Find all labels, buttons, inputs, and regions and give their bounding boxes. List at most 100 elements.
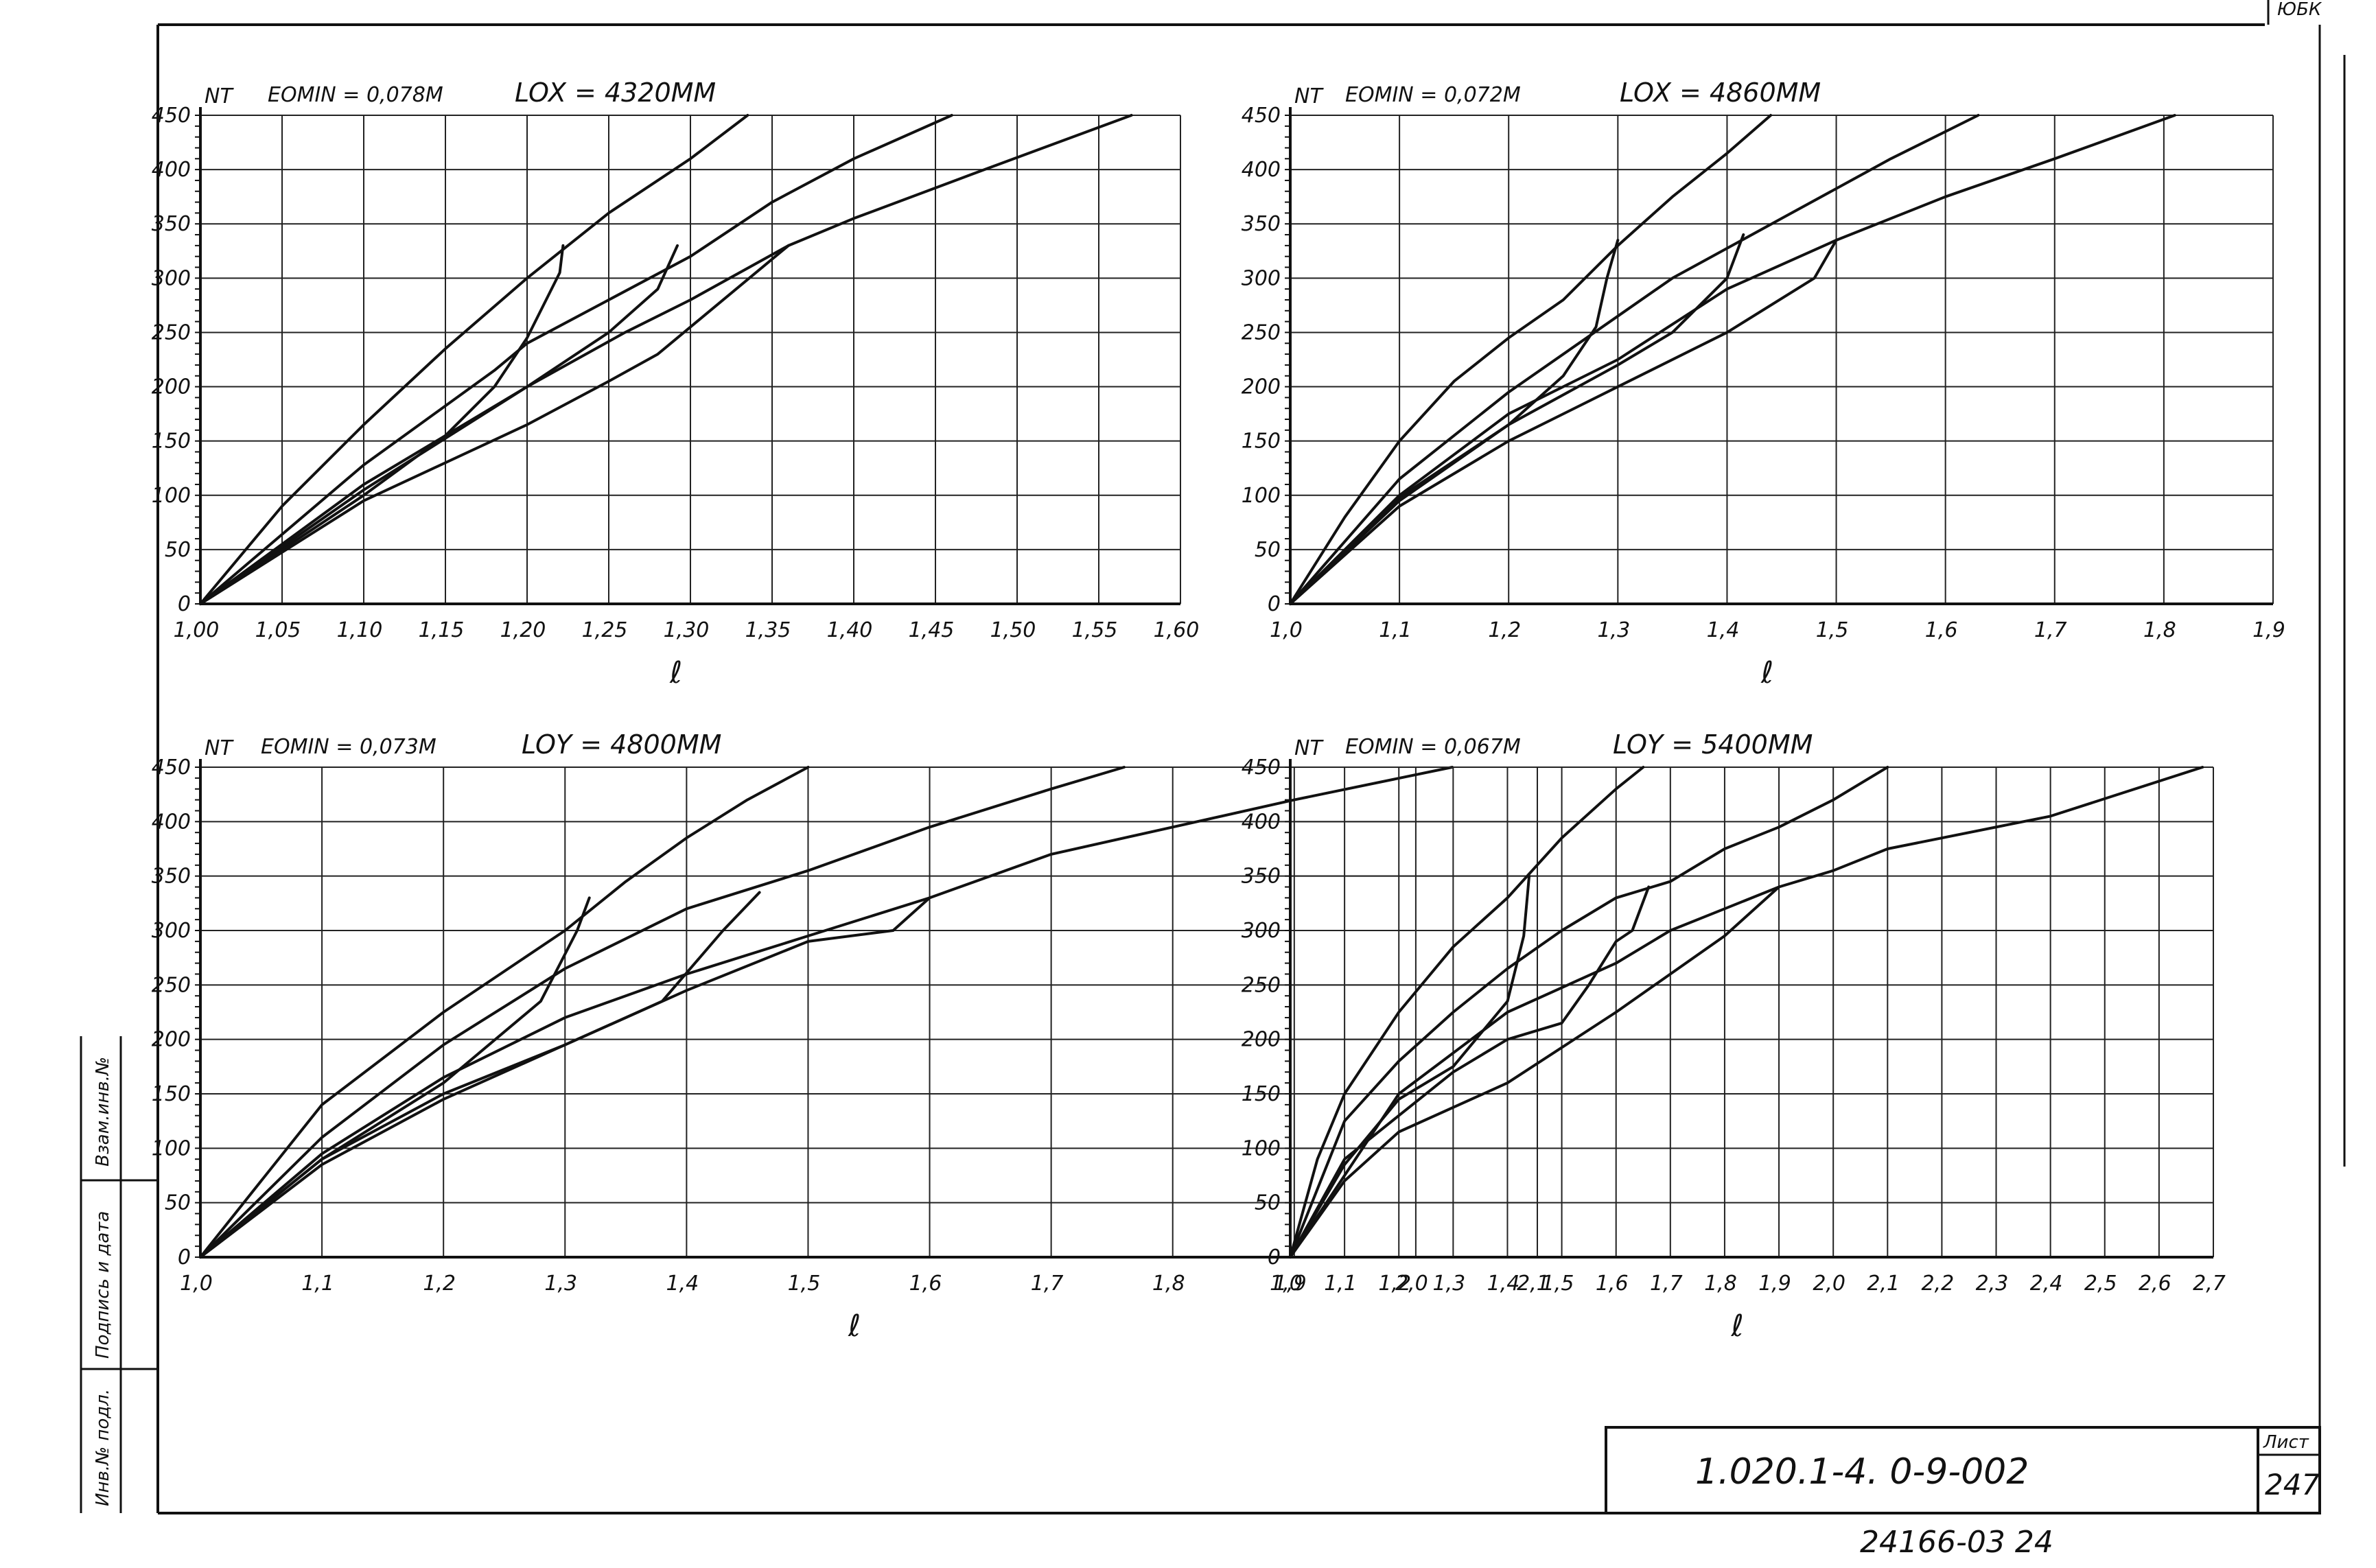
y-tick-label: 100 bbox=[152, 484, 191, 508]
x-tick-label: 2,3 bbox=[1976, 1272, 2009, 1296]
series-line bbox=[1289, 885, 1651, 1259]
x-tick-label: 1,2 bbox=[1378, 1272, 1411, 1296]
y-axis-label: NT bbox=[1294, 84, 1324, 108]
y-tick-label: 300 bbox=[152, 266, 191, 290]
length-annotation: LOX = 4320MM bbox=[515, 78, 716, 108]
y-tick-label: 100 bbox=[1242, 1136, 1281, 1160]
x-tick-label: 2,1 bbox=[1867, 1272, 1900, 1296]
chart-panel-top-right: 1,0 1,1 1,2 1,3 1,4 1,5 1,6 1,7 1,8 1,9 0 50 100 150 2… bbox=[1242, 78, 2285, 690]
x-tick-label: 1,30 bbox=[664, 618, 710, 642]
y-tick-label: 150 bbox=[152, 1082, 191, 1106]
x-tick-label: 1,5 bbox=[1816, 618, 1849, 642]
y-tick-label: 300 bbox=[152, 919, 191, 943]
x-tick-label: 1,1 bbox=[1379, 618, 1412, 642]
y-tick-label: 400 bbox=[152, 158, 191, 182]
title-block bbox=[1605, 1426, 2321, 1514]
x-tick-label: 1,0 bbox=[1270, 618, 1303, 642]
y-axis-label: NT bbox=[1294, 736, 1324, 760]
side-stamp-1: Взам.инв.№ bbox=[93, 1057, 113, 1167]
x-tick-label: 1,10 bbox=[337, 618, 383, 642]
eccentricity-annotation: EOMIN = 0,072M bbox=[1345, 83, 1521, 107]
x-tick-label: 1,40 bbox=[827, 618, 873, 642]
chart-panel-bottom-right: 1,0 1,1 1,2 1,3 1,4 1,5 1,6 1,7 1,8 1,9 2,0 2,1 2,2 2… bbox=[1242, 729, 2226, 1344]
y-tick-label: 300 bbox=[1242, 266, 1281, 290]
x-tick-label: 2,1 bbox=[1517, 1272, 1550, 1296]
x-tick-label: 1,7 bbox=[1650, 1272, 1683, 1296]
x-tick-label: 2,0 bbox=[1395, 1272, 1428, 1296]
series-line bbox=[1289, 114, 1773, 605]
x-tick-label: 1,8 bbox=[1704, 1272, 1737, 1296]
series-line bbox=[199, 244, 790, 605]
sheet-frame bbox=[80, 0, 2346, 1514]
y-tick-label: 300 bbox=[1242, 919, 1281, 943]
x-tick-label: 1,8 bbox=[1152, 1272, 1185, 1296]
y-tick-label: 450 bbox=[152, 104, 191, 128]
x-tick-label: 1,5 bbox=[788, 1272, 821, 1296]
x-tick-label: 1,1 bbox=[301, 1272, 334, 1296]
x-axis-label: ℓ bbox=[1731, 1309, 1744, 1344]
length-annotation: LOY = 4800MM bbox=[522, 729, 721, 760]
x-tick-label: 1,7 bbox=[2034, 618, 2067, 642]
x-tick-label: 1,0 bbox=[1270, 1272, 1303, 1296]
length-annotation: LOY = 5400MM bbox=[1613, 729, 1813, 760]
bottom-code: 24166-03 24 bbox=[1860, 1525, 2053, 1560]
y-tick-label: 350 bbox=[1242, 865, 1281, 889]
series-line bbox=[1289, 239, 1620, 605]
y-tick-label: 400 bbox=[152, 810, 191, 834]
y-tick-label: 50 bbox=[1255, 1191, 1281, 1215]
series-line bbox=[199, 114, 749, 605]
y-tick-label: 350 bbox=[1242, 212, 1281, 236]
x-tick-label: 1,1 bbox=[1324, 1272, 1357, 1296]
x-tick-label: 1,4 bbox=[1707, 618, 1740, 642]
x-tick-label: 1,00 bbox=[174, 618, 220, 642]
y-tick-label: 0 bbox=[1268, 1245, 1281, 1269]
y-tick-label: 150 bbox=[1242, 1082, 1281, 1106]
y-tick-label: 0 bbox=[178, 592, 191, 616]
x-tick-label: 1,60 bbox=[1154, 618, 1200, 642]
x-axis-label: ℓ bbox=[669, 655, 682, 690]
y-tick-label: 200 bbox=[1242, 1028, 1281, 1052]
y-tick-label: 150 bbox=[152, 430, 191, 454]
eccentricity-annotation: EOMIN = 0,073M bbox=[261, 735, 436, 759]
series-line bbox=[199, 114, 953, 605]
x-tick-label: 1,6 bbox=[909, 1272, 942, 1296]
x-tick-label: 1,55 bbox=[1072, 618, 1118, 642]
y-tick-label: 150 bbox=[1242, 430, 1281, 454]
x-tick-label: 1,7 bbox=[1031, 1272, 1064, 1296]
corner-mark: ЮБК bbox=[2277, 0, 2322, 20]
y-tick-label: 50 bbox=[165, 538, 191, 562]
y-tick-label: 0 bbox=[1268, 592, 1281, 616]
x-tick-label: 2,0 bbox=[1813, 1272, 1845, 1296]
y-axis-label: NT bbox=[205, 736, 234, 760]
y-tick-label: 450 bbox=[1242, 756, 1281, 780]
x-tick-label: 1,3 bbox=[544, 1272, 577, 1296]
side-stamp-3: Инв.№ подл. bbox=[93, 1389, 113, 1506]
y-tick-label: 100 bbox=[1242, 484, 1281, 508]
series-line bbox=[1289, 874, 1531, 1259]
x-tick-label: 2,6 bbox=[2139, 1272, 2171, 1296]
series-line bbox=[1289, 766, 1889, 1259]
sheet-label: Лист bbox=[2263, 1432, 2309, 1453]
x-tick-label: 1,3 bbox=[1597, 618, 1630, 642]
y-tick-label: 200 bbox=[152, 375, 191, 399]
series-line bbox=[199, 766, 1454, 1259]
x-axis-label: ℓ bbox=[1760, 655, 1773, 690]
series-line bbox=[199, 766, 1126, 1259]
x-tick-label: 1,5 bbox=[1541, 1272, 1574, 1296]
y-tick-label: 350 bbox=[152, 212, 191, 236]
y-tick-label: 0 bbox=[178, 1245, 191, 1269]
series-line bbox=[199, 891, 761, 1259]
x-tick-label: 1,9 bbox=[1758, 1272, 1791, 1296]
chart-panel-bottom-left: 1,0 1,1 1,2 1,3 1,4 1,5 1,6 1,7 1,8 1,9 2,0 2,1 0 50 1… bbox=[152, 729, 1550, 1344]
series-line bbox=[199, 244, 679, 605]
series-line bbox=[1289, 114, 2176, 605]
y-tick-label: 250 bbox=[1242, 973, 1281, 997]
series-line bbox=[199, 114, 1133, 605]
y-tick-label: 450 bbox=[1242, 104, 1281, 128]
x-tick-label: 1,4 bbox=[1487, 1272, 1520, 1296]
y-tick-label: 200 bbox=[152, 1028, 191, 1052]
x-tick-label: 2,2 bbox=[1922, 1272, 1955, 1296]
designation-text: 1.020.1-4. 0-9-002 bbox=[1695, 1451, 2029, 1493]
eccentricity-annotation: EOMIN = 0,078M bbox=[268, 83, 443, 107]
